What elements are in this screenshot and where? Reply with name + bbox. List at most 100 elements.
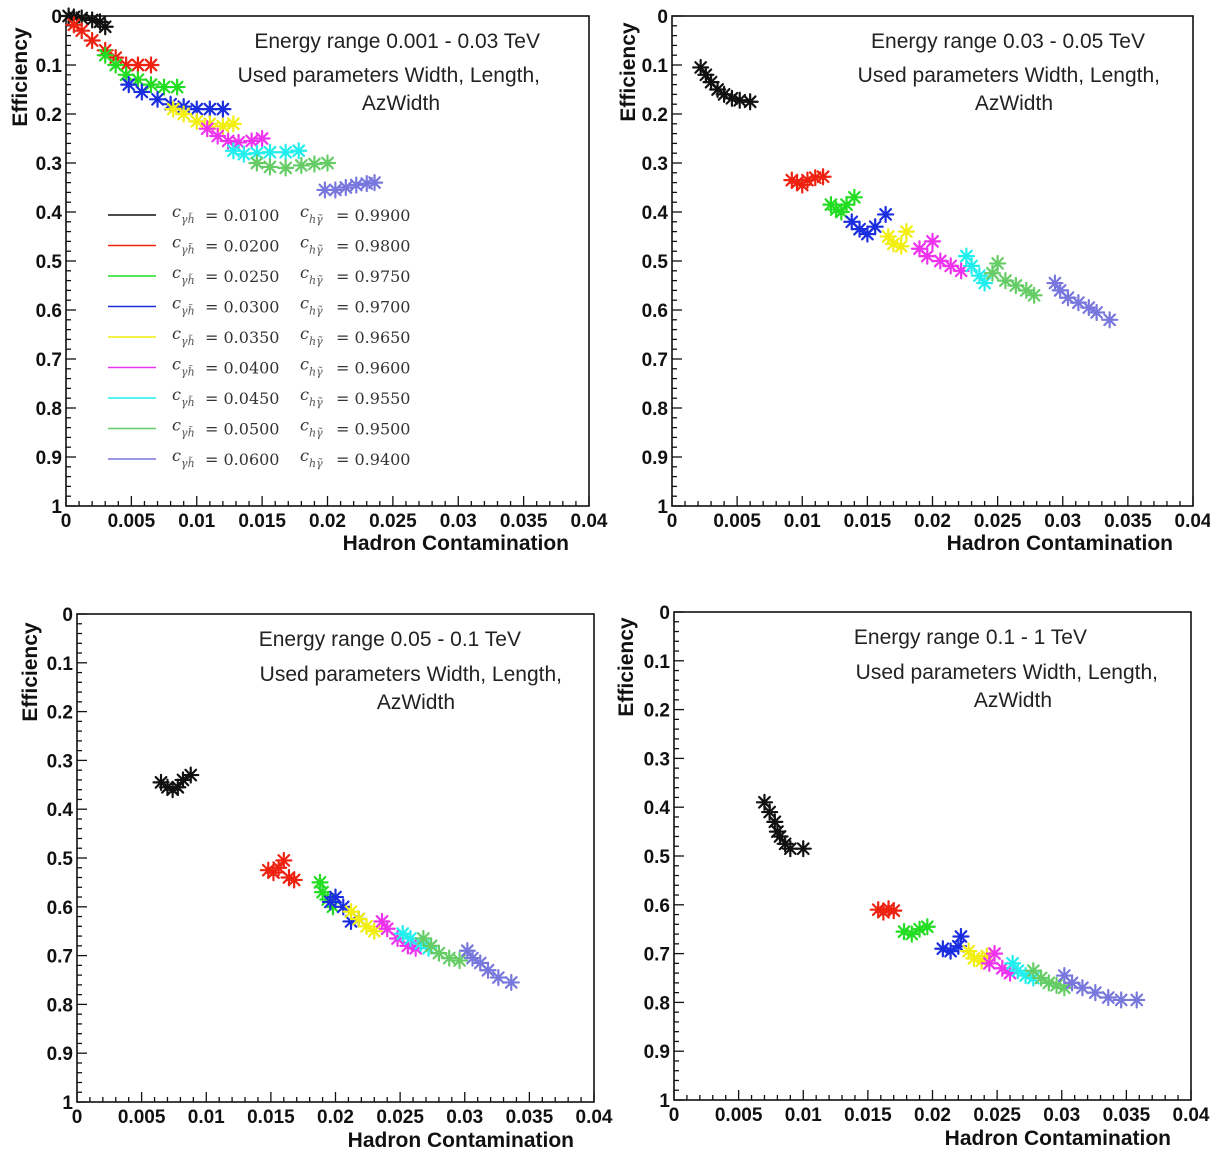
y-tick-label: 0.1 <box>642 56 669 77</box>
y-tick-label: 0.5 <box>644 847 671 868</box>
y-tick-label: 0 <box>657 7 668 28</box>
legend-symbol: c <box>300 385 309 404</box>
data-point <box>983 264 1002 282</box>
series-9 <box>316 174 384 199</box>
legend-entry: c γh̃ = 0.0450 c hγ̃ = 0.9550 <box>108 385 410 409</box>
x-tick-label: 0.025 <box>369 511 417 532</box>
y-tick-label: 1 <box>659 1091 670 1112</box>
legend-subscript: γh̃ <box>181 274 195 287</box>
x-tick-label: 0 <box>669 1105 680 1126</box>
y-tick-label: 0.7 <box>36 350 62 371</box>
legend-symbol: c <box>300 233 309 252</box>
data-point <box>326 181 344 199</box>
x-tick-label: 0.01 <box>784 511 821 532</box>
data-point <box>741 93 759 111</box>
data-point <box>142 56 160 74</box>
data-point <box>885 902 903 920</box>
x-tick-label: 0.015 <box>247 1107 295 1128</box>
data-point <box>209 127 227 145</box>
legend-subscript: γh̃ <box>181 365 195 378</box>
data-point <box>1101 311 1119 329</box>
annotation-line-2: Used parameters Width, Length, <box>856 661 1158 684</box>
legend-value: = 0.0600 <box>205 450 279 469</box>
legend-value: = 0.0300 <box>205 298 279 317</box>
series-2 <box>259 851 303 889</box>
annotation-line-3: AzWidth <box>362 92 440 115</box>
data-point <box>261 158 279 176</box>
plot-frame <box>673 611 1192 1101</box>
x-tick-label: 0.02 <box>317 1107 354 1128</box>
chart-panel-2: 0 0.005 0.01 0.015 0.02 0.025 0.03 0.035 0.04 0 0.… <box>617 7 1210 555</box>
legend-symbol: c <box>300 294 309 313</box>
data-point <box>989 254 1007 273</box>
legend-symbol: c <box>172 233 181 252</box>
legend-symbol: c <box>300 202 309 221</box>
y-tick-label: 0.4 <box>36 203 63 224</box>
data-point <box>275 851 293 870</box>
legend-entry: c γh̃ = 0.0300 c hγ̃ = 0.9700 <box>108 294 410 318</box>
x-tick-label: 0.03 <box>440 511 477 532</box>
y-tick-label: 0.4 <box>642 203 669 224</box>
data-point <box>985 944 1004 963</box>
series-3 <box>96 46 186 96</box>
legend-subscript: γh̃ <box>181 213 195 226</box>
legend-subscript: hγ̃ <box>309 366 323 379</box>
data-point <box>771 827 789 846</box>
legend-entry: c γh̃ = 0.0100 c hγ̃ = 0.9900 <box>108 202 410 226</box>
legend-value: = 0.0350 <box>205 328 279 347</box>
legend-subscript: γh̃ <box>181 457 195 470</box>
data-point <box>450 951 469 970</box>
data-point <box>440 949 458 967</box>
data-point <box>313 883 332 901</box>
data-point <box>489 968 507 987</box>
legend-entry: c γh̃ = 0.0200 c hγ̃ = 0.9800 <box>108 233 410 257</box>
legend-symbol: c <box>172 416 181 435</box>
chart-panel-1: 0 0.005 0.01 0.015 0.02 0.025 0.03 0.035 0.04 0 0.… <box>9 7 608 555</box>
legend-value: = 0.0250 <box>205 267 279 286</box>
y-tick-label: 0 <box>62 605 73 626</box>
data-point <box>148 90 167 108</box>
data-point <box>952 927 970 946</box>
y-tick-label: 0.9 <box>644 1042 670 1063</box>
data-point <box>731 91 749 109</box>
legend-value: = 0.9600 <box>336 359 410 378</box>
data-point <box>1099 988 1117 1007</box>
legend-value: = 0.0100 <box>205 206 279 225</box>
series-3 <box>822 188 863 221</box>
x-axis-title: Hadron Contamination <box>945 1127 1171 1150</box>
legend-entry: c γh̃ = 0.0350 c hγ̃ = 0.9650 <box>108 324 410 348</box>
y-axis-title: Efficiency <box>19 622 42 722</box>
data-point <box>129 56 147 74</box>
y-tick-label: 0.2 <box>36 105 62 126</box>
series-9 <box>458 942 520 992</box>
y-tick-label: 0.1 <box>36 56 63 77</box>
data-point <box>1059 289 1077 307</box>
data-point <box>975 274 994 292</box>
data-point <box>214 100 232 118</box>
y-tick-label: 0 <box>51 7 62 28</box>
y-axis-title: Efficiency <box>617 22 640 122</box>
series-1 <box>755 793 812 858</box>
legend-subscript: hγ̃ <box>309 335 323 348</box>
legend-value: = 0.9550 <box>336 389 410 408</box>
legend-entry: c γh̃ = 0.0600 c hγ̃ = 0.9400 <box>108 446 410 470</box>
legend-value: = 0.0200 <box>205 237 279 256</box>
chart-panel-4: 0 0.005 0.01 0.015 0.02 0.025 0.03 0.035 0.04 0 0.… <box>615 603 1210 1150</box>
series-8 <box>414 929 469 970</box>
legend-subscript: hγ̃ <box>309 427 323 440</box>
data-point <box>107 56 125 74</box>
legend-value: = 0.9900 <box>336 206 410 225</box>
y-tick-label: 0.2 <box>642 105 668 126</box>
y-tick-label: 0.8 <box>36 399 62 420</box>
x-tick-label: 0.005 <box>118 1107 166 1128</box>
data-point <box>365 174 384 192</box>
data-point <box>897 223 916 241</box>
data-point <box>277 159 295 177</box>
y-tick-label: 1 <box>62 1093 73 1114</box>
data-point <box>962 257 981 275</box>
data-point <box>334 898 352 916</box>
y-tick-label: 0.7 <box>47 947 73 968</box>
legend-value: = 0.9500 <box>336 420 410 439</box>
data-point <box>866 218 884 236</box>
